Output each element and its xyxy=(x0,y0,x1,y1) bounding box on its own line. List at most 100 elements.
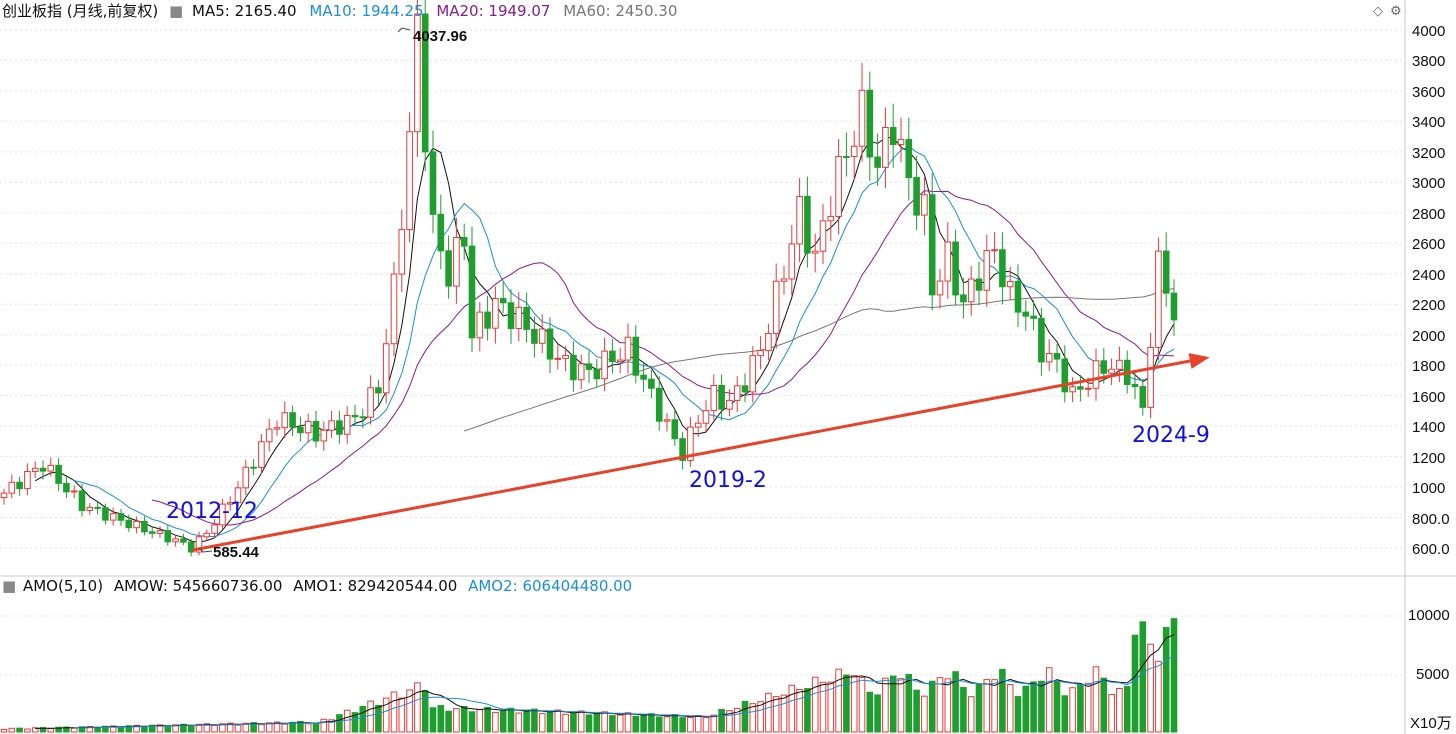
ma20-line xyxy=(152,190,1175,526)
candle xyxy=(655,375,663,431)
candle xyxy=(273,420,281,436)
volume-bar xyxy=(804,688,811,733)
candle xyxy=(609,339,616,374)
candle xyxy=(421,0,429,172)
volume-bar xyxy=(499,710,507,733)
volume-bar xyxy=(304,723,312,733)
volume-bar xyxy=(320,718,328,733)
volume-bar xyxy=(632,715,640,733)
volume-bar xyxy=(975,683,983,733)
volume-bar xyxy=(585,714,593,733)
candle xyxy=(281,401,289,439)
candle xyxy=(47,457,55,477)
candle xyxy=(882,107,889,189)
chart-title: 创业板指 (月线,前复权) xyxy=(2,2,158,20)
settings-icon[interactable]: ⚙ xyxy=(1390,3,1402,18)
volume-bar xyxy=(117,726,125,733)
candle xyxy=(203,529,211,542)
candle xyxy=(406,112,413,243)
candle xyxy=(164,525,172,546)
candle xyxy=(928,173,936,311)
candle xyxy=(921,177,928,236)
volume-bar xyxy=(242,722,250,733)
candle xyxy=(765,323,772,361)
volume-bar xyxy=(1030,681,1037,733)
candle xyxy=(983,234,991,308)
candle xyxy=(180,533,187,546)
volume-bar xyxy=(47,728,55,733)
candle xyxy=(297,416,304,442)
volume-bar xyxy=(889,675,897,733)
volume-bar xyxy=(546,711,554,733)
volume-bar xyxy=(31,727,39,733)
volume-bar xyxy=(663,716,671,733)
y-tick-label: 1200 xyxy=(1412,450,1445,467)
volume-bar xyxy=(960,687,967,733)
candle xyxy=(499,282,507,314)
candle xyxy=(492,286,499,344)
volume-bar xyxy=(1069,687,1076,733)
y-tick-label: 2000 xyxy=(1412,328,1445,345)
candle xyxy=(515,292,523,342)
candle xyxy=(811,233,819,273)
volume-bar xyxy=(655,716,663,733)
amo-title: AMO(5,10) xyxy=(23,577,103,595)
volume-bar xyxy=(429,707,437,733)
volume-bar xyxy=(398,697,406,733)
volume-bar xyxy=(460,705,468,733)
candle xyxy=(484,295,491,341)
volume-unit-label: X10万 xyxy=(1410,715,1452,732)
candle xyxy=(936,268,944,309)
volume-bar xyxy=(749,703,757,733)
ma60-readout: MA60: 2450.30 xyxy=(563,2,677,20)
candle xyxy=(1014,264,1022,328)
candle xyxy=(679,431,686,470)
candle xyxy=(320,421,328,451)
volume-bar xyxy=(351,712,359,733)
volume-bar xyxy=(882,677,889,733)
candle xyxy=(258,434,265,475)
volume-bar xyxy=(468,711,476,733)
volume-bar xyxy=(772,696,780,733)
volume-bar xyxy=(234,724,242,733)
candle xyxy=(827,196,835,241)
candle xyxy=(1022,300,1030,331)
volume-bar xyxy=(109,725,117,733)
diamond-icon[interactable]: ◇ xyxy=(1373,3,1383,18)
ma60-line xyxy=(464,288,1175,432)
candle xyxy=(31,461,39,479)
candle xyxy=(718,374,725,421)
candle xyxy=(70,485,78,499)
candle xyxy=(960,277,967,319)
volume-bar xyxy=(570,712,577,733)
volume-bar xyxy=(156,724,164,733)
candle xyxy=(172,535,179,547)
volume-bar xyxy=(328,719,335,733)
candle xyxy=(733,376,741,413)
candle xyxy=(102,503,109,525)
amo2-readout: AMO2: 606404480.00 xyxy=(468,577,632,595)
volume-bar xyxy=(523,710,530,733)
candle xyxy=(141,516,148,536)
candle xyxy=(874,133,881,186)
y-tick-label: 1600 xyxy=(1412,389,1445,406)
y-tick-label: 1800 xyxy=(1412,358,1445,375)
volume-bar xyxy=(733,707,741,733)
candle xyxy=(694,414,702,438)
candle xyxy=(148,526,156,539)
candle xyxy=(1147,332,1154,419)
candle xyxy=(359,408,367,429)
volume-bar xyxy=(258,724,265,733)
y-tick-label: 4000 xyxy=(1412,23,1445,40)
volume-bar xyxy=(78,726,86,733)
candle xyxy=(952,229,959,306)
candle xyxy=(195,531,203,556)
y-tick-label: 2400 xyxy=(1412,267,1445,284)
candle xyxy=(265,418,273,452)
volume-bar xyxy=(835,668,842,733)
candle xyxy=(585,350,593,383)
volume-bar xyxy=(70,727,78,733)
candle xyxy=(897,117,905,163)
volume-bar xyxy=(702,717,710,733)
